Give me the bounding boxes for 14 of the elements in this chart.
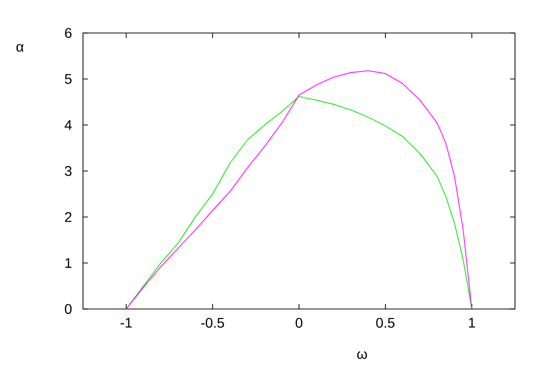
- y-tick-label: 1: [65, 258, 72, 268]
- y-tick-label: 2: [65, 212, 72, 222]
- y-tick-label: 6: [65, 28, 72, 38]
- x-tick-label: -1: [120, 318, 132, 328]
- y-axis-title: α: [16, 44, 24, 52]
- x-tick-label: 1: [468, 318, 476, 328]
- y-tick-label: 4: [64, 120, 72, 130]
- y-tick-label: 5: [64, 74, 72, 84]
- x-tick-label: 0.5: [376, 318, 395, 328]
- y-tick-label: 0: [64, 304, 72, 314]
- x-tick-label: 0: [296, 318, 302, 328]
- y-tick-label: 3: [64, 166, 72, 176]
- x-axis-title: ω: [357, 351, 367, 359]
- x-tick-label: -0.5: [201, 318, 224, 328]
